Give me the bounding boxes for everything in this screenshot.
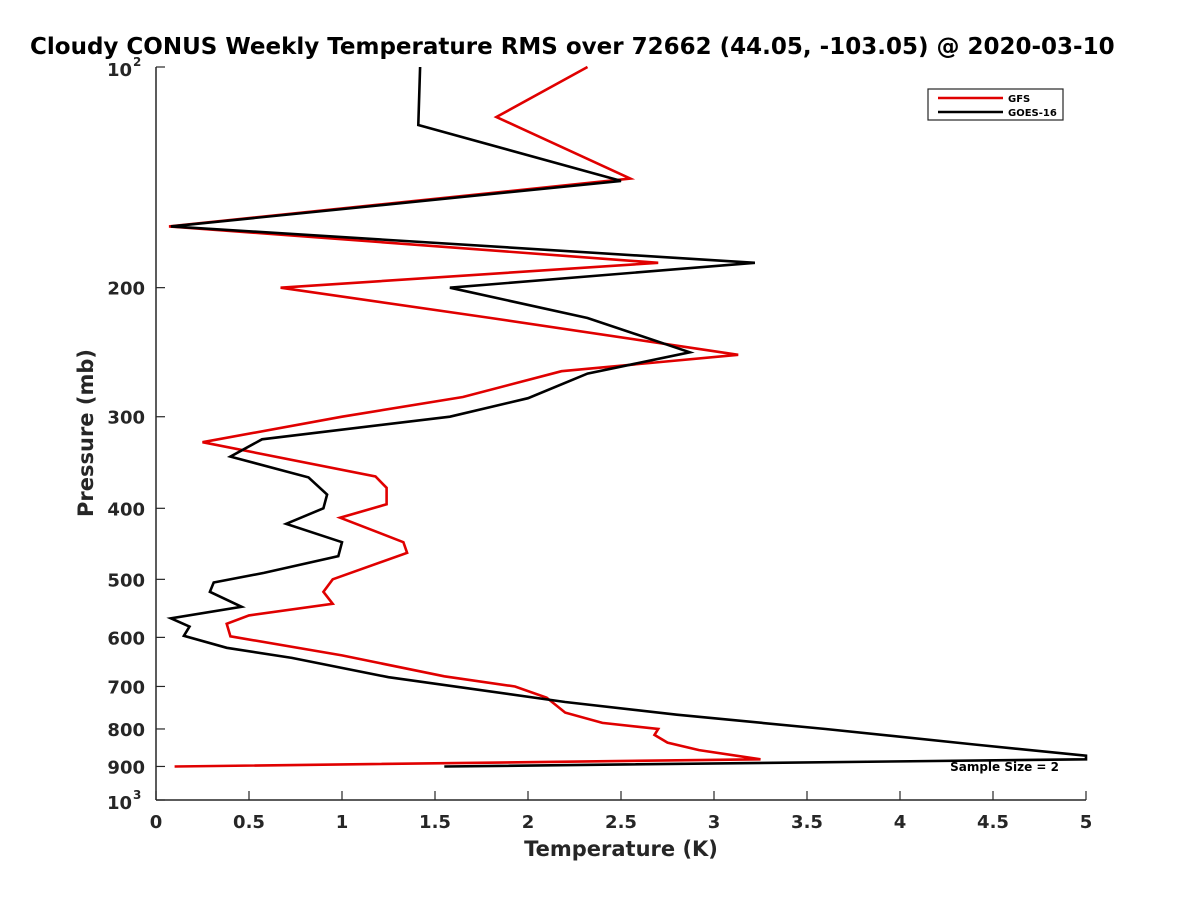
sample-size-annotation: Sample Size = 2 bbox=[950, 760, 1059, 774]
legend-items: GFS GOES-16 bbox=[938, 94, 1057, 119]
series-lines bbox=[166, 65, 1088, 768]
y-tick-label: 500 bbox=[107, 570, 145, 591]
series-line-gfs bbox=[168, 65, 761, 768]
y-tick-label: 200 bbox=[107, 279, 145, 300]
y-tick-label: 10 bbox=[107, 60, 132, 81]
y-tick-label: 800 bbox=[107, 720, 145, 741]
series-line-goes-16 bbox=[166, 66, 1088, 768]
x-axis-ticks: 0 0.5 1 1.5 2 2.5 3 3.5 4 4.5 5 bbox=[150, 791, 1093, 833]
y-tick-label: 10 bbox=[107, 793, 132, 814]
y-axis-label: Pressure (mb) bbox=[74, 349, 98, 517]
y-tick-label: 400 bbox=[107, 499, 145, 520]
x-axis-label: Temperature (K) bbox=[524, 837, 718, 861]
x-tick-label: 3.5 bbox=[791, 812, 823, 833]
y-tick-label: 300 bbox=[107, 408, 145, 429]
legend: GFS GOES-16 bbox=[927, 88, 1064, 121]
x-tick-label: 4.5 bbox=[977, 812, 1009, 833]
x-tick-label: 5 bbox=[1080, 812, 1093, 833]
x-tick-label: 2 bbox=[522, 812, 535, 833]
x-tick-label: 2.5 bbox=[605, 812, 637, 833]
y-tick-label: 600 bbox=[107, 628, 145, 649]
y-tick-exponent: 3 bbox=[133, 788, 141, 802]
x-tick-label: 0.5 bbox=[233, 812, 265, 833]
x-tick-label: 0 bbox=[150, 812, 163, 833]
y-tick-exponent: 2 bbox=[133, 55, 141, 69]
x-tick-label: 1 bbox=[336, 812, 349, 833]
legend-label-goes-16: GOES-16 bbox=[1008, 108, 1057, 119]
legend-box bbox=[927, 88, 1064, 121]
plot-area: 0 0.5 1 1.5 2 2.5 3 3.5 4 4.5 5 10 2200300400500600… bbox=[107, 55, 1092, 833]
x-tick-label: 4 bbox=[894, 812, 907, 833]
chart-title: Cloudy CONUS Weekly Temperature RMS over… bbox=[30, 34, 1115, 60]
legend-label-gfs: GFS bbox=[1008, 94, 1030, 105]
x-tick-label: 1.5 bbox=[419, 812, 451, 833]
x-tick-label: 3 bbox=[708, 812, 721, 833]
y-tick-label: 700 bbox=[107, 677, 145, 698]
y-tick-label: 900 bbox=[107, 757, 145, 778]
